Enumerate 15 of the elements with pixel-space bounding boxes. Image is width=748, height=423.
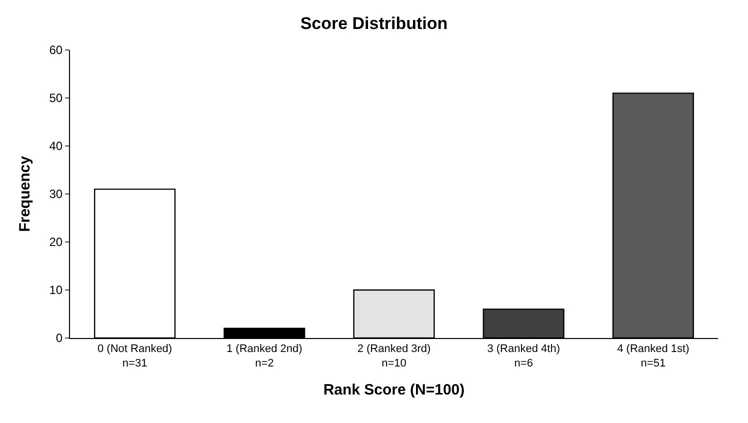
- x-tick-label: 1 (Ranked 2nd) n=2: [226, 343, 302, 370]
- x-tick-label: 2 (Ranked 3rd) n=10: [357, 343, 431, 370]
- x-axis-title: Rank Score (N=100): [323, 382, 465, 398]
- y-tick-label: 50: [49, 91, 63, 106]
- y-tick-label: 10: [49, 283, 63, 298]
- y-axis-title: Frequency: [16, 155, 34, 232]
- y-tick-label: 0: [56, 331, 63, 346]
- y-tick-label: 40: [49, 139, 63, 154]
- y-tick-label: 30: [49, 187, 63, 202]
- y-tick-label: 60: [49, 43, 63, 58]
- x-tick-label: 0 (Not Ranked) n=31: [98, 343, 172, 370]
- chart-title: Score Distribution: [300, 14, 448, 33]
- x-tick-label: 3 (Ranked 4th) n=6: [487, 343, 560, 370]
- x-tick-label: 4 (Ranked 1st) n=51: [617, 343, 690, 370]
- y-tick-label: 20: [49, 235, 63, 250]
